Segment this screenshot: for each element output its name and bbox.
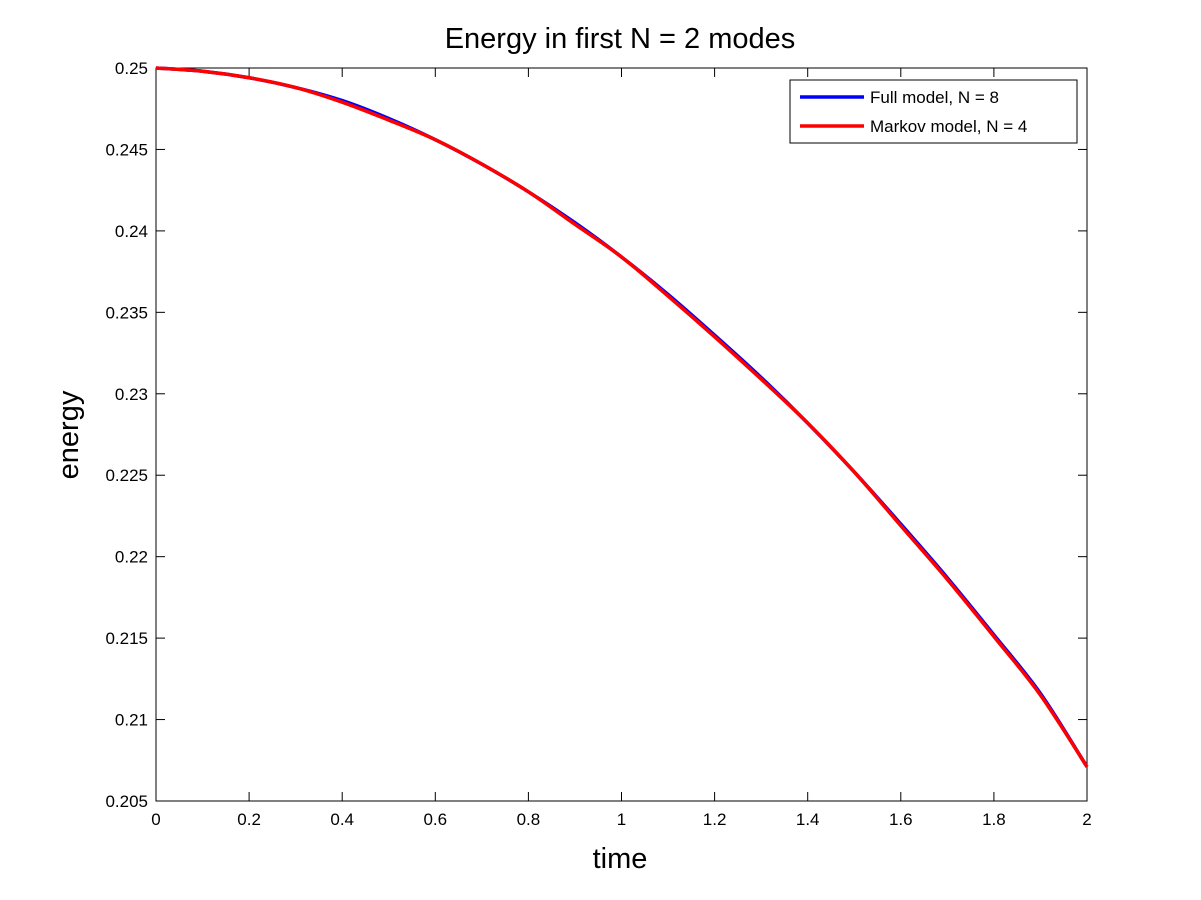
x-tick-label: 1.4 [796,810,820,829]
legend-box [789,79,1078,144]
x-tick-label: 2 [1082,810,1091,829]
y-tick-label: 0.23 [115,385,148,404]
legend-label-full-model: Full model, N = 8 [870,88,999,107]
legend: Full model, N = 8 Markov model, N = 4 [789,79,1078,144]
y-tick-label: 0.205 [105,792,148,811]
y-tick-label: 0.235 [105,303,148,322]
x-tick-label: 0 [151,810,160,829]
y-tick-label: 0.21 [115,711,148,730]
axes-frame [155,67,1088,802]
x-axis-label: time [593,843,648,875]
y-tick-label: 0.245 [105,140,148,159]
x-tick-label: 0.4 [330,810,354,829]
y-tick-label: 0.215 [105,629,148,648]
x-tick-label: 1.2 [703,810,727,829]
x-tick-label: 0.6 [423,810,447,829]
plot-area: 0 0.2 0.4 0.6 0.8 1 1.2 1.4 1.6 1.8 2 0.205 0.21 0.21… [105,59,1091,829]
legend-label-markov-model: Markov model, N = 4 [870,117,1027,136]
chart-title: Energy in first N = 2 modes [445,23,796,55]
x-tick-label: 0.8 [517,810,541,829]
x-tick-label: 1.8 [982,810,1006,829]
x-tick-label: 1 [617,810,626,829]
series-line-markov-model [155,66,1089,768]
y-tick-label: 0.24 [115,222,148,241]
y-axis-label: energy [53,390,85,479]
x-tick-label: 1.6 [889,810,913,829]
y-tick-label: 0.25 [115,59,148,78]
y-tick-label: 0.22 [115,548,148,567]
y-tick-label: 0.225 [105,466,148,485]
x-tick-label: 0.2 [237,810,261,829]
